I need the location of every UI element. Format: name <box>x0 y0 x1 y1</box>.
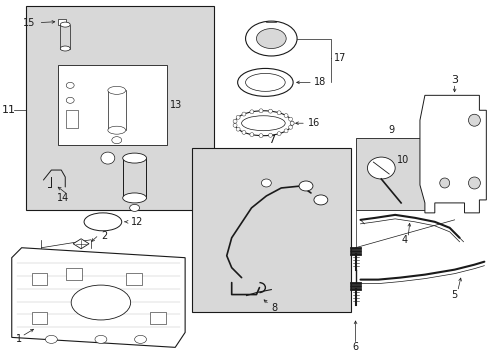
Text: 3: 3 <box>450 75 457 85</box>
Ellipse shape <box>71 285 130 320</box>
Ellipse shape <box>245 21 297 56</box>
Bar <box>150 312 166 324</box>
Circle shape <box>242 112 245 116</box>
Text: 6: 6 <box>352 342 358 352</box>
Circle shape <box>268 133 272 137</box>
Ellipse shape <box>66 97 74 103</box>
Bar <box>32 273 47 285</box>
Bar <box>125 273 141 285</box>
Ellipse shape <box>122 193 146 203</box>
Ellipse shape <box>313 195 327 205</box>
Text: 13: 13 <box>170 100 182 110</box>
Ellipse shape <box>108 86 125 94</box>
Circle shape <box>233 119 237 123</box>
Ellipse shape <box>45 336 57 343</box>
Ellipse shape <box>261 179 271 187</box>
Text: 12: 12 <box>130 217 142 227</box>
Polygon shape <box>12 248 185 347</box>
Text: 16: 16 <box>307 118 320 128</box>
Ellipse shape <box>245 73 285 91</box>
Ellipse shape <box>366 157 394 179</box>
Ellipse shape <box>101 152 115 164</box>
Polygon shape <box>73 239 89 249</box>
Text: 9: 9 <box>387 125 393 135</box>
Text: 14: 14 <box>57 193 69 203</box>
Ellipse shape <box>108 126 125 134</box>
Ellipse shape <box>256 28 285 49</box>
Circle shape <box>468 114 479 126</box>
Circle shape <box>259 109 263 113</box>
Text: 17: 17 <box>333 54 346 63</box>
Text: 2: 2 <box>101 231 107 241</box>
Circle shape <box>249 110 253 114</box>
Text: 11: 11 <box>2 105 16 115</box>
Circle shape <box>288 125 292 129</box>
Text: 10: 10 <box>396 155 408 165</box>
Circle shape <box>277 132 281 136</box>
Circle shape <box>284 113 287 118</box>
Text: 4: 4 <box>401 235 407 245</box>
Ellipse shape <box>66 82 74 88</box>
Circle shape <box>242 130 245 134</box>
Bar <box>66 110 78 128</box>
Circle shape <box>289 121 293 125</box>
Bar <box>58 66 167 145</box>
Ellipse shape <box>84 213 122 231</box>
Ellipse shape <box>129 204 139 211</box>
Text: 1: 1 <box>16 334 21 345</box>
Ellipse shape <box>299 181 312 191</box>
Circle shape <box>236 127 240 131</box>
Bar <box>66 268 82 280</box>
Bar <box>25 6 213 210</box>
Text: 15: 15 <box>23 18 36 28</box>
Bar <box>355 138 426 210</box>
Ellipse shape <box>241 116 285 131</box>
Circle shape <box>288 117 292 121</box>
Text: 8: 8 <box>271 302 277 312</box>
Circle shape <box>284 129 287 133</box>
Text: 7: 7 <box>267 135 274 145</box>
Ellipse shape <box>95 336 107 343</box>
Circle shape <box>249 132 253 136</box>
Ellipse shape <box>237 68 292 96</box>
Circle shape <box>277 111 281 115</box>
Polygon shape <box>419 95 486 213</box>
Circle shape <box>259 134 263 138</box>
Ellipse shape <box>112 137 122 144</box>
Ellipse shape <box>134 336 146 343</box>
Text: 18: 18 <box>313 77 325 87</box>
Circle shape <box>289 121 293 125</box>
Ellipse shape <box>60 46 70 51</box>
Circle shape <box>236 115 240 119</box>
Circle shape <box>233 123 237 127</box>
Circle shape <box>468 177 479 189</box>
Circle shape <box>268 109 272 113</box>
Ellipse shape <box>234 111 291 136</box>
Circle shape <box>439 178 449 188</box>
Ellipse shape <box>60 22 70 27</box>
Bar <box>32 312 47 324</box>
Bar <box>192 148 350 312</box>
Ellipse shape <box>122 153 146 163</box>
Text: 5: 5 <box>450 289 457 300</box>
Bar <box>58 19 66 24</box>
